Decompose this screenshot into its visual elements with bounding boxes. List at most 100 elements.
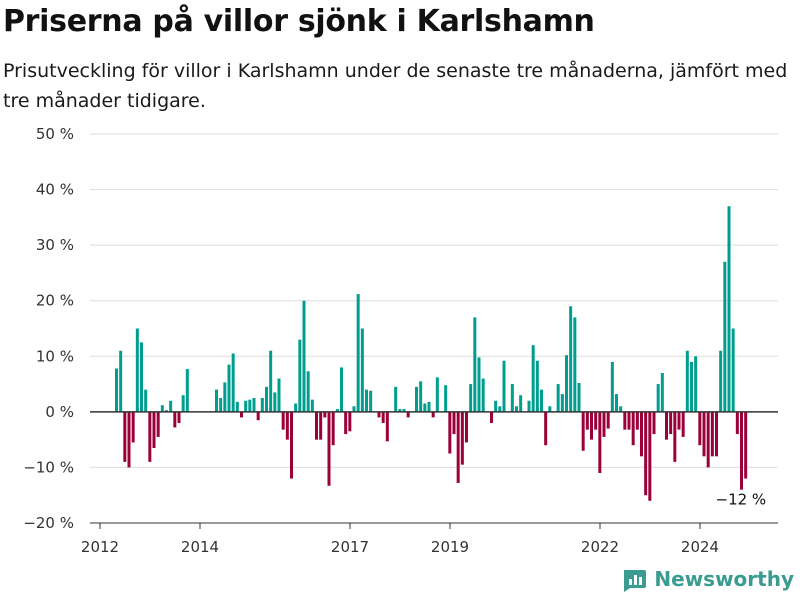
bar [273, 392, 277, 412]
bar [235, 401, 239, 412]
chart-title: Priserna på villor sjönk i Karlshamn [3, 4, 595, 39]
bar [365, 389, 368, 412]
bar [706, 411, 710, 468]
bar [544, 411, 548, 446]
bar [602, 411, 606, 437]
bar [256, 411, 260, 421]
bar [660, 372, 664, 412]
bar [140, 342, 143, 412]
bar [469, 384, 473, 412]
bar [694, 356, 698, 412]
bar [515, 406, 518, 412]
bar [481, 378, 485, 412]
bar [165, 410, 168, 412]
bar [569, 306, 573, 412]
bar [348, 411, 352, 432]
bar [619, 406, 623, 412]
bar [631, 411, 635, 446]
bar [540, 389, 543, 412]
chart-subtitle: Prisutveckling för villor i Karlshamn un… [3, 60, 788, 112]
bar [702, 411, 706, 457]
bar [340, 367, 343, 412]
bar [548, 406, 552, 412]
x-tick-label: 2019 [431, 538, 469, 556]
bar [294, 403, 298, 412]
bar [606, 411, 610, 429]
bar [685, 350, 689, 412]
y-tick-label: 30 % [36, 236, 74, 254]
bar [377, 411, 381, 418]
bar [723, 261, 727, 412]
last-value-annotation: −12 % [716, 491, 767, 509]
bar [298, 339, 302, 412]
bar [565, 355, 568, 412]
axes: 2012 2014 2017 2019 2022 2024 [81, 411, 778, 556]
x-tick-label: 2017 [331, 538, 369, 556]
y-tick-label: 20 % [36, 292, 74, 310]
bar [315, 411, 318, 440]
bar [648, 411, 652, 501]
bar [252, 397, 256, 412]
bar [598, 411, 602, 473]
bar [431, 411, 435, 418]
bar [148, 411, 152, 462]
bar [456, 411, 460, 483]
bar [331, 411, 335, 446]
bar [335, 409, 339, 412]
bar [281, 411, 285, 430]
bar [452, 411, 456, 435]
bar [669, 411, 673, 435]
bar [448, 411, 452, 454]
bar [444, 385, 448, 412]
bar [119, 350, 123, 412]
bar [423, 403, 427, 412]
bar [594, 411, 598, 430]
bar [690, 361, 693, 412]
bar [223, 382, 227, 412]
bar [310, 399, 314, 412]
bar [248, 399, 252, 412]
bar [181, 395, 185, 412]
bars [115, 206, 748, 501]
bar [356, 294, 360, 412]
bar [590, 411, 593, 440]
bar [615, 394, 618, 412]
bar [477, 357, 481, 412]
y-tick-label: 50 % [36, 125, 74, 143]
bar [415, 386, 418, 412]
bar [135, 328, 139, 412]
bar [460, 411, 464, 465]
bar [169, 400, 173, 412]
bar [144, 389, 148, 412]
bar [240, 411, 243, 418]
bar [219, 397, 223, 412]
bar [215, 389, 218, 412]
bar [306, 371, 310, 412]
bar [260, 397, 264, 412]
bar [715, 411, 718, 457]
bar [673, 411, 677, 462]
bar [531, 345, 535, 412]
bar [385, 411, 389, 442]
bar [435, 377, 439, 412]
bar [360, 328, 364, 412]
newsworthy-logo: Newsworthy [622, 566, 794, 592]
bar [127, 411, 131, 468]
y-tick-label: −10 % [23, 458, 74, 476]
bar [577, 382, 581, 412]
bar [427, 401, 431, 412]
bar [535, 360, 539, 412]
bar [502, 360, 506, 412]
bar [498, 406, 502, 412]
y-tick-label: 0 % [45, 403, 74, 421]
bar [644, 411, 648, 496]
bar [231, 353, 235, 412]
bar [698, 411, 702, 446]
bar [740, 411, 743, 490]
bar [640, 411, 643, 457]
bar [319, 411, 323, 440]
x-tick-label: 2022 [581, 538, 619, 556]
bar [652, 411, 656, 435]
bar [623, 411, 627, 430]
